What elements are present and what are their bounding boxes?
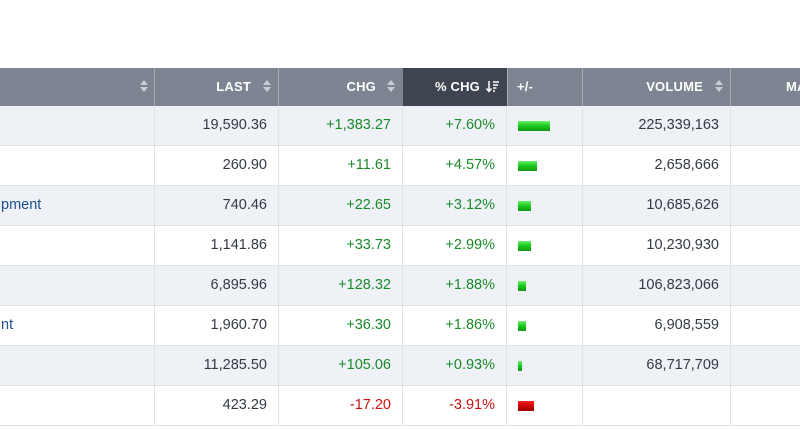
- extra-cell: [731, 186, 800, 225]
- change-bar: [518, 241, 531, 251]
- table-row[interactable]: nt 1,960.70 +36.30 +1.86% 6,908,559: [0, 306, 800, 346]
- change-cell: +33.73: [279, 226, 403, 265]
- change-bar-cell: [507, 306, 583, 345]
- column-header-pct-chg-label: % CHG: [434, 79, 480, 94]
- sort-updown-icon: [715, 80, 723, 94]
- instrument-name-link[interactable]: [0, 226, 155, 265]
- volume-cell: 6,908,559: [583, 306, 731, 345]
- column-header-chg-label: CHG: [346, 79, 376, 94]
- extra-cell: [731, 146, 800, 185]
- instrument-name-link[interactable]: [0, 146, 155, 185]
- table-row[interactable]: 260.90 +11.61 +4.57% 2,658,666: [0, 146, 800, 186]
- market-movers-table: LAST CHG % CHG +/- VOLUME MA 19,590.36+1…: [0, 68, 800, 426]
- change-bar: [518, 121, 550, 131]
- table-header: LAST CHG % CHG +/- VOLUME MA: [0, 68, 800, 106]
- change-cell: +36.30: [279, 306, 403, 345]
- percent-change-cell: +1.86%: [403, 306, 507, 345]
- change-bar: [518, 281, 526, 291]
- table-row[interactable]: 1,141.86 +33.73 +2.99% 10,230,930: [0, 226, 800, 266]
- last-price-cell: 1,141.86: [155, 226, 279, 265]
- column-header-volume-label: VOLUME: [646, 79, 703, 94]
- column-header-pct-chg[interactable]: % CHG: [403, 68, 507, 106]
- last-price-cell: 740.46: [155, 186, 279, 225]
- volume-cell: 106,823,066: [583, 266, 731, 305]
- extra-cell: [731, 346, 800, 385]
- volume-cell: 225,339,163: [583, 106, 731, 145]
- table-row[interactable]: pment 740.46 +22.65 +3.12% 10,685,626: [0, 186, 800, 226]
- percent-change-cell: +2.99%: [403, 226, 507, 265]
- change-bar-cell: [507, 346, 583, 385]
- table-row[interactable]: 11,285.50 +105.06 +0.93% 68,717,709: [0, 346, 800, 386]
- change-bar-cell: [507, 226, 583, 265]
- change-bar-cell: [507, 386, 583, 425]
- table-row[interactable]: 423.29 -17.20 -3.91%: [0, 386, 800, 426]
- percent-change-cell: +4.57%: [403, 146, 507, 185]
- change-bar: [518, 161, 537, 171]
- percent-change-cell: +1.88%: [403, 266, 507, 305]
- change-bar-cell: [507, 266, 583, 305]
- change-cell: +11.61: [279, 146, 403, 185]
- volume-cell: [583, 386, 731, 425]
- change-bar: [518, 361, 522, 371]
- column-header-chg[interactable]: CHG: [279, 68, 403, 106]
- change-cell: +105.06: [279, 346, 403, 385]
- change-cell: +128.32: [279, 266, 403, 305]
- column-header-bar: +/-: [507, 68, 583, 106]
- instrument-name-link[interactable]: [0, 346, 155, 385]
- change-bar: [518, 401, 534, 411]
- change-bar: [518, 201, 531, 211]
- column-header-extra-label: MA: [786, 79, 800, 94]
- last-price-cell: 11,285.50: [155, 346, 279, 385]
- change-cell: +1,383.27: [279, 106, 403, 145]
- sort-updown-icon: [140, 80, 148, 94]
- table-body: 19,590.36 +1,383.27 +7.60% 225,339,163 260.9…: [0, 106, 800, 426]
- change-cell: -17.20: [279, 386, 403, 425]
- sort-descending-icon: [486, 81, 499, 93]
- volume-cell: 10,230,930: [583, 226, 731, 265]
- sort-updown-icon: [263, 80, 271, 94]
- percent-change-cell: -3.91%: [403, 386, 507, 425]
- volume-cell: 10,685,626: [583, 186, 731, 225]
- change-bar-cell: [507, 106, 583, 145]
- column-header-last-label: LAST: [216, 79, 251, 94]
- instrument-name-link[interactable]: nt: [0, 306, 155, 345]
- column-header-last[interactable]: LAST: [155, 68, 279, 106]
- percent-change-cell: +7.60%: [403, 106, 507, 145]
- change-cell: +22.65: [279, 186, 403, 225]
- extra-cell: [731, 386, 800, 425]
- extra-cell: [731, 226, 800, 265]
- extra-cell: [731, 306, 800, 345]
- table-row[interactable]: 6,895.96 +128.32 +1.88% 106,823,066: [0, 266, 800, 306]
- column-header-extra[interactable]: MA: [731, 68, 800, 106]
- instrument-name-link[interactable]: [0, 106, 155, 145]
- last-price-cell: 423.29: [155, 386, 279, 425]
- volume-cell: 2,658,666: [583, 146, 731, 185]
- sort-updown-icon: [387, 80, 395, 94]
- change-bar-cell: [507, 186, 583, 225]
- instrument-name-link[interactable]: pment: [0, 186, 155, 225]
- table-row[interactable]: 19,590.36 +1,383.27 +7.60% 225,339,163: [0, 106, 800, 146]
- change-bar: [518, 321, 526, 331]
- percent-change-cell: +0.93%: [403, 346, 507, 385]
- last-price-cell: 19,590.36: [155, 106, 279, 145]
- column-header-name[interactable]: [0, 68, 155, 106]
- extra-cell: [731, 266, 800, 305]
- column-header-volume[interactable]: VOLUME: [583, 68, 731, 106]
- instrument-name-link[interactable]: [0, 386, 155, 425]
- last-price-cell: 1,960.70: [155, 306, 279, 345]
- extra-cell: [731, 106, 800, 145]
- column-header-bar-label: +/-: [517, 79, 534, 94]
- percent-change-cell: +3.12%: [403, 186, 507, 225]
- change-bar-cell: [507, 146, 583, 185]
- instrument-name-link[interactable]: [0, 266, 155, 305]
- last-price-cell: 260.90: [155, 146, 279, 185]
- last-price-cell: 6,895.96: [155, 266, 279, 305]
- volume-cell: 68,717,709: [583, 346, 731, 385]
